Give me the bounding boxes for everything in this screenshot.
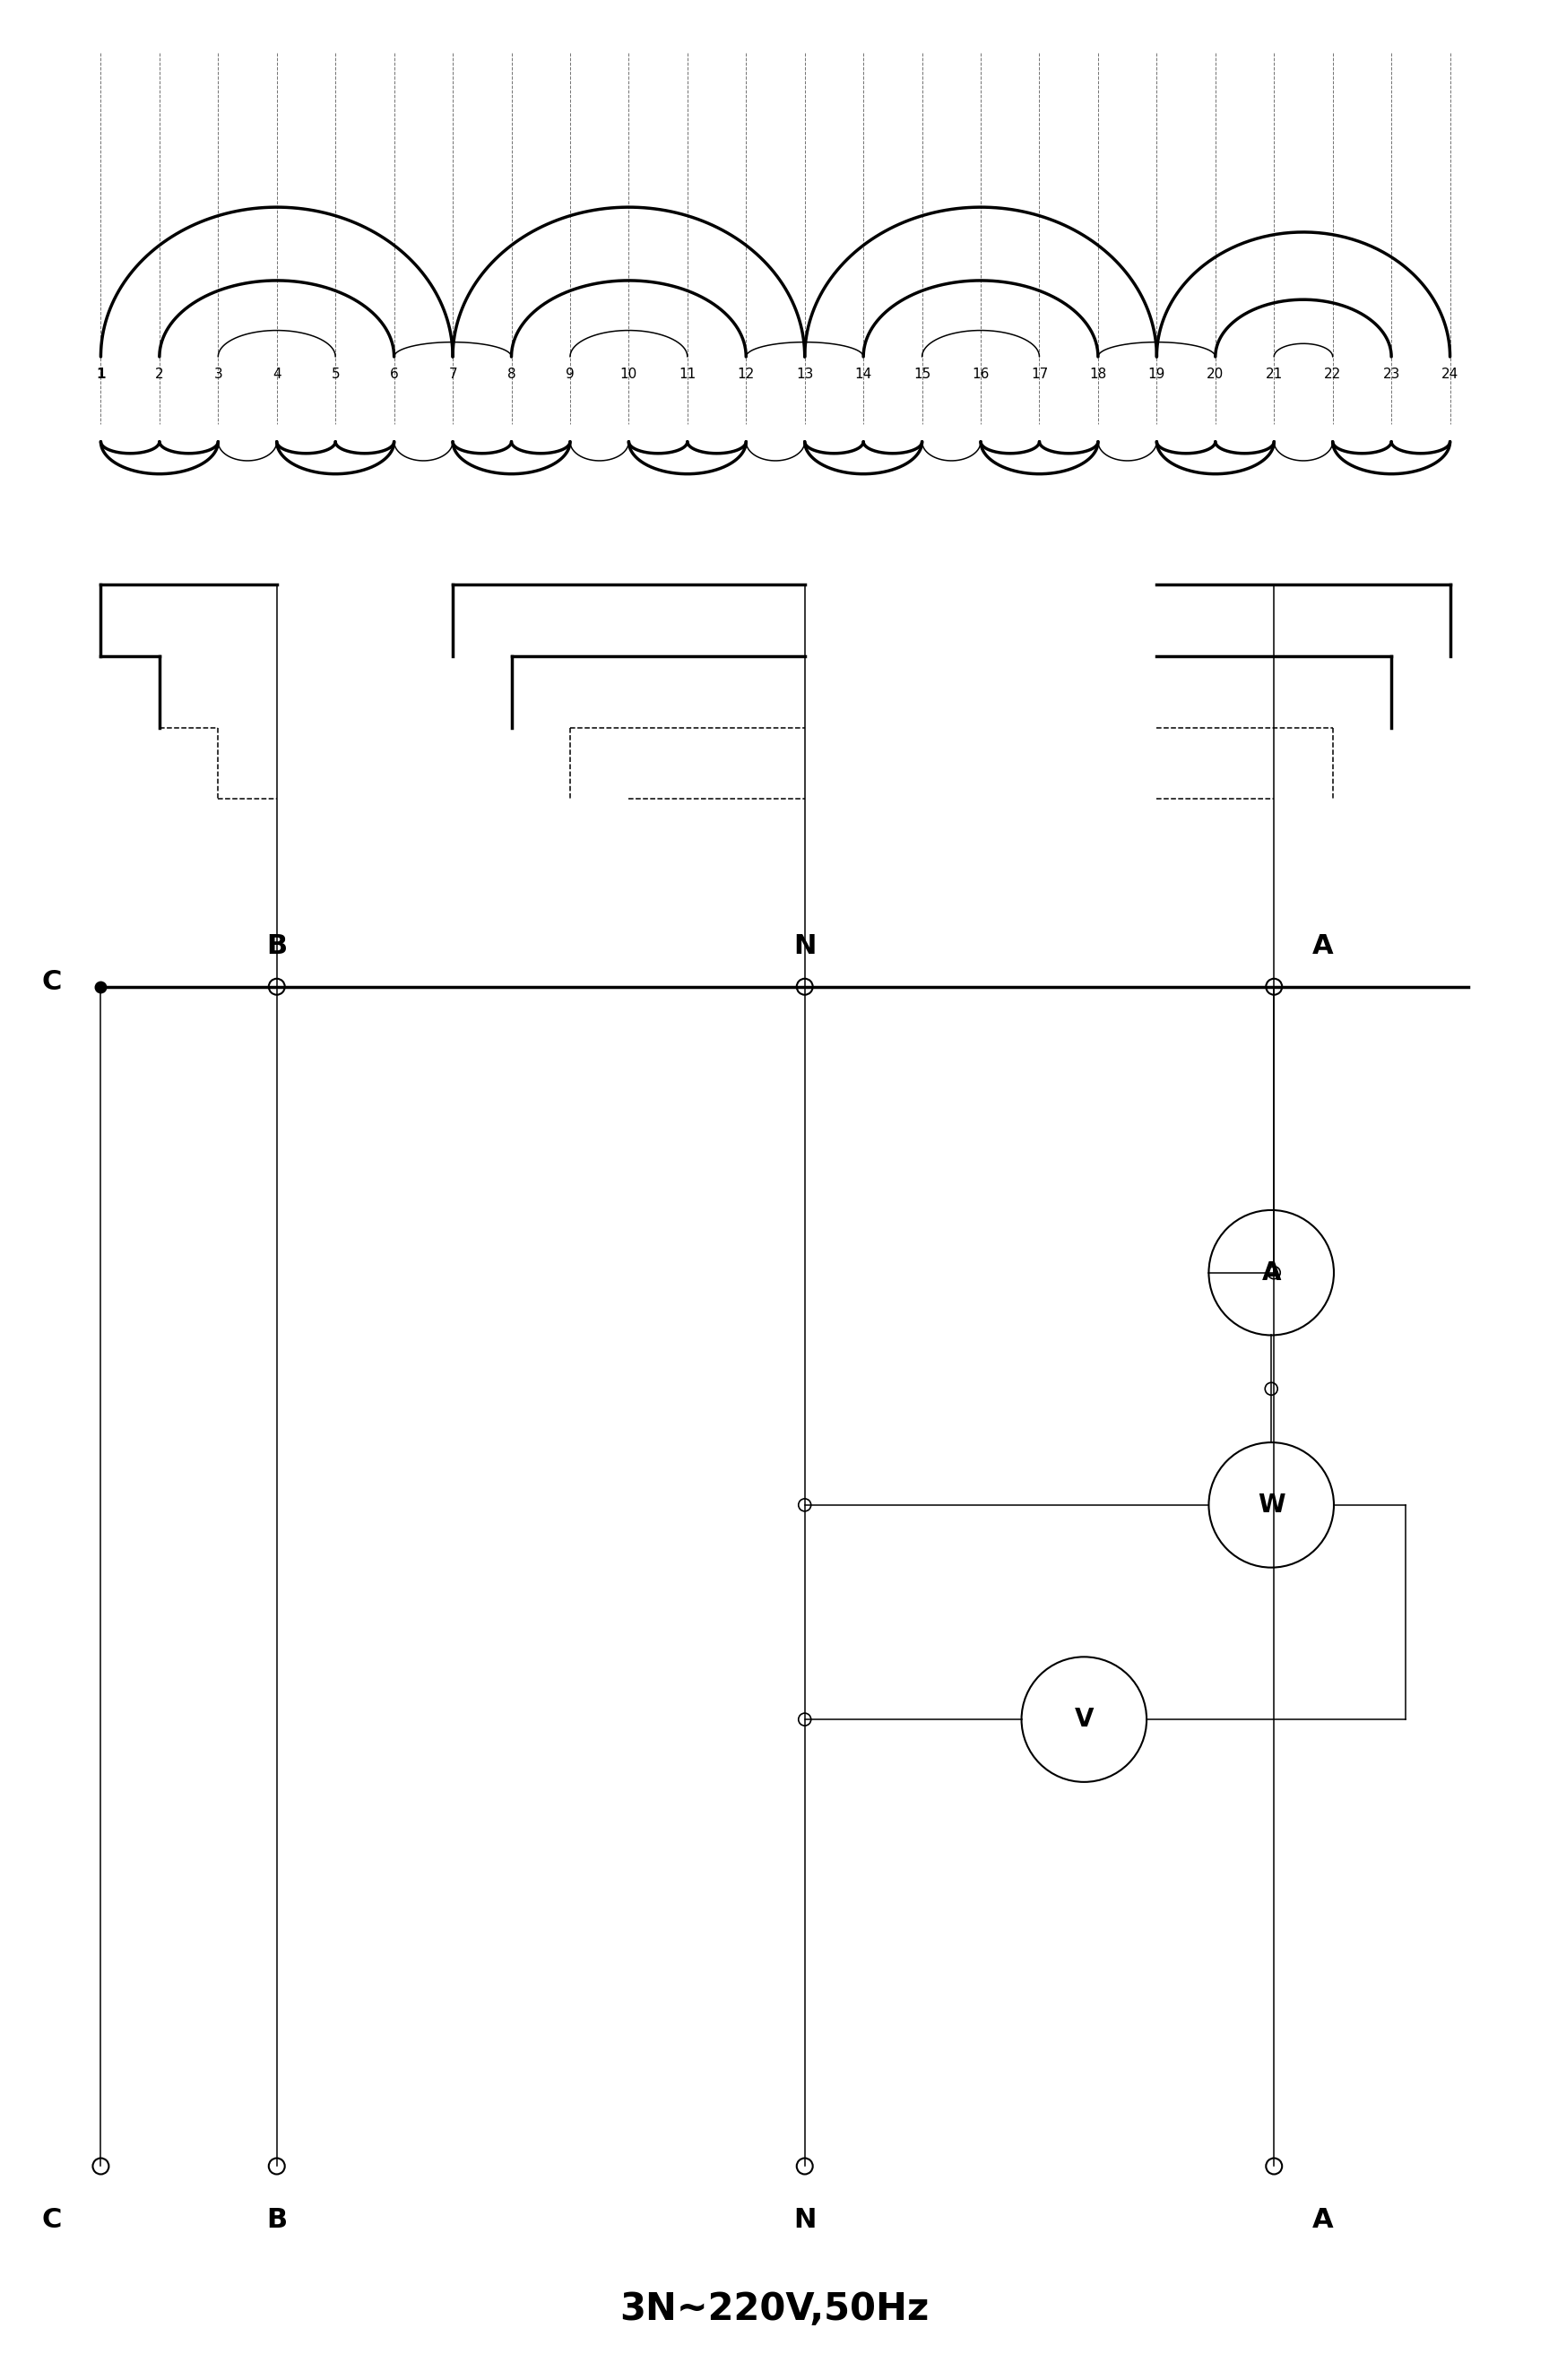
Text: A: A (1262, 1259, 1281, 1285)
Text: V: V (1075, 1706, 1094, 1733)
Text: 5: 5 (331, 369, 339, 381)
Text: 9: 9 (565, 369, 575, 381)
Text: 13: 13 (796, 369, 813, 381)
Text: 17: 17 (1030, 369, 1049, 381)
Text: N: N (793, 933, 816, 959)
Text: 4: 4 (273, 369, 280, 381)
Text: 23: 23 (1383, 369, 1400, 381)
Text: 21: 21 (1266, 369, 1283, 381)
Text: 12: 12 (737, 369, 754, 381)
Text: A: A (1312, 933, 1334, 959)
Text: 3N~220V,50Hz: 3N~220V,50Hz (620, 2290, 929, 2328)
Text: 1: 1 (96, 369, 105, 381)
Text: B: B (266, 2206, 287, 2232)
Text: C: C (42, 969, 62, 995)
Text: 2: 2 (155, 369, 164, 381)
Text: B: B (266, 933, 287, 959)
Text: N: N (793, 2206, 816, 2232)
Text: 16: 16 (973, 369, 990, 381)
Text: 24: 24 (1442, 369, 1459, 381)
Text: 22: 22 (1324, 369, 1341, 381)
Text: A: A (1312, 2206, 1334, 2232)
Text: 14: 14 (855, 369, 872, 381)
Text: 7: 7 (449, 369, 457, 381)
Text: 19: 19 (1148, 369, 1165, 381)
Text: 18: 18 (1089, 369, 1106, 381)
Text: 6: 6 (390, 369, 398, 381)
Text: 11: 11 (678, 369, 696, 381)
Text: C: C (42, 2206, 62, 2232)
Text: 8: 8 (507, 369, 516, 381)
Text: 10: 10 (620, 369, 637, 381)
Text: 15: 15 (914, 369, 931, 381)
Text: 20: 20 (1207, 369, 1224, 381)
Text: W: W (1258, 1492, 1286, 1518)
Text: 3: 3 (214, 369, 223, 381)
